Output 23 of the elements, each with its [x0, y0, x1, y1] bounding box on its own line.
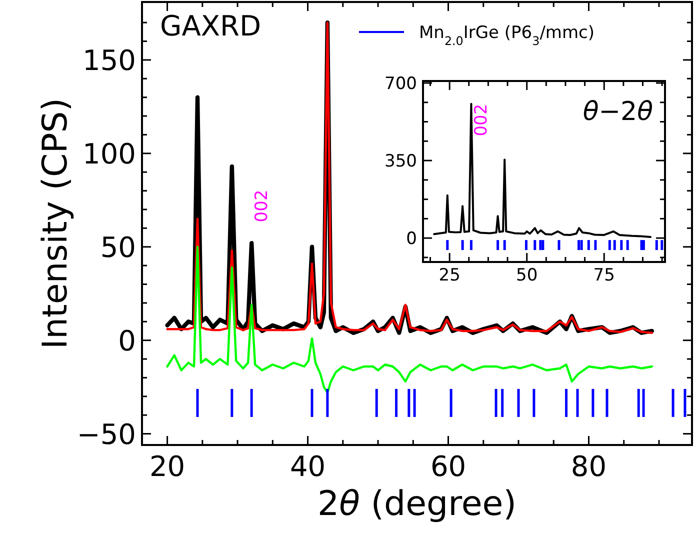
y-axis-title: Intensity (CPS) [35, 98, 76, 350]
y-tick-label: 0 [406, 229, 417, 250]
y-tick-label: 50 [100, 230, 136, 264]
y-tick-label: 150 [82, 44, 136, 78]
legend-label: Mn$_{2.0}$IrGe (P6$_{3}$/mmc) [419, 23, 595, 48]
y-tick-label: 100 [82, 137, 136, 170]
x-tick-label: 40 [290, 450, 326, 483]
x-axis-title: 2θ (degree) [318, 484, 516, 524]
x-tick-label: 25 [438, 266, 460, 286]
y-tick-label: 700 [384, 74, 417, 94]
x-tick-label: 50 [516, 266, 538, 286]
y-tick-label: 350 [384, 152, 417, 172]
annotation: 002 [252, 190, 272, 222]
x-tick-label: 75 [593, 266, 615, 286]
x-tick-label: 20 [149, 450, 186, 483]
annotation: GAXRD [160, 10, 262, 43]
text: θ−2θ [582, 97, 654, 127]
y-tick-label: −50 [76, 418, 136, 451]
line-series [166, 246, 654, 394]
x-tick-label: 80 [570, 450, 607, 483]
x-tick-label: 60 [430, 450, 466, 483]
y-tick-label: 0 [118, 324, 136, 358]
annotation: 002 [472, 104, 492, 136]
